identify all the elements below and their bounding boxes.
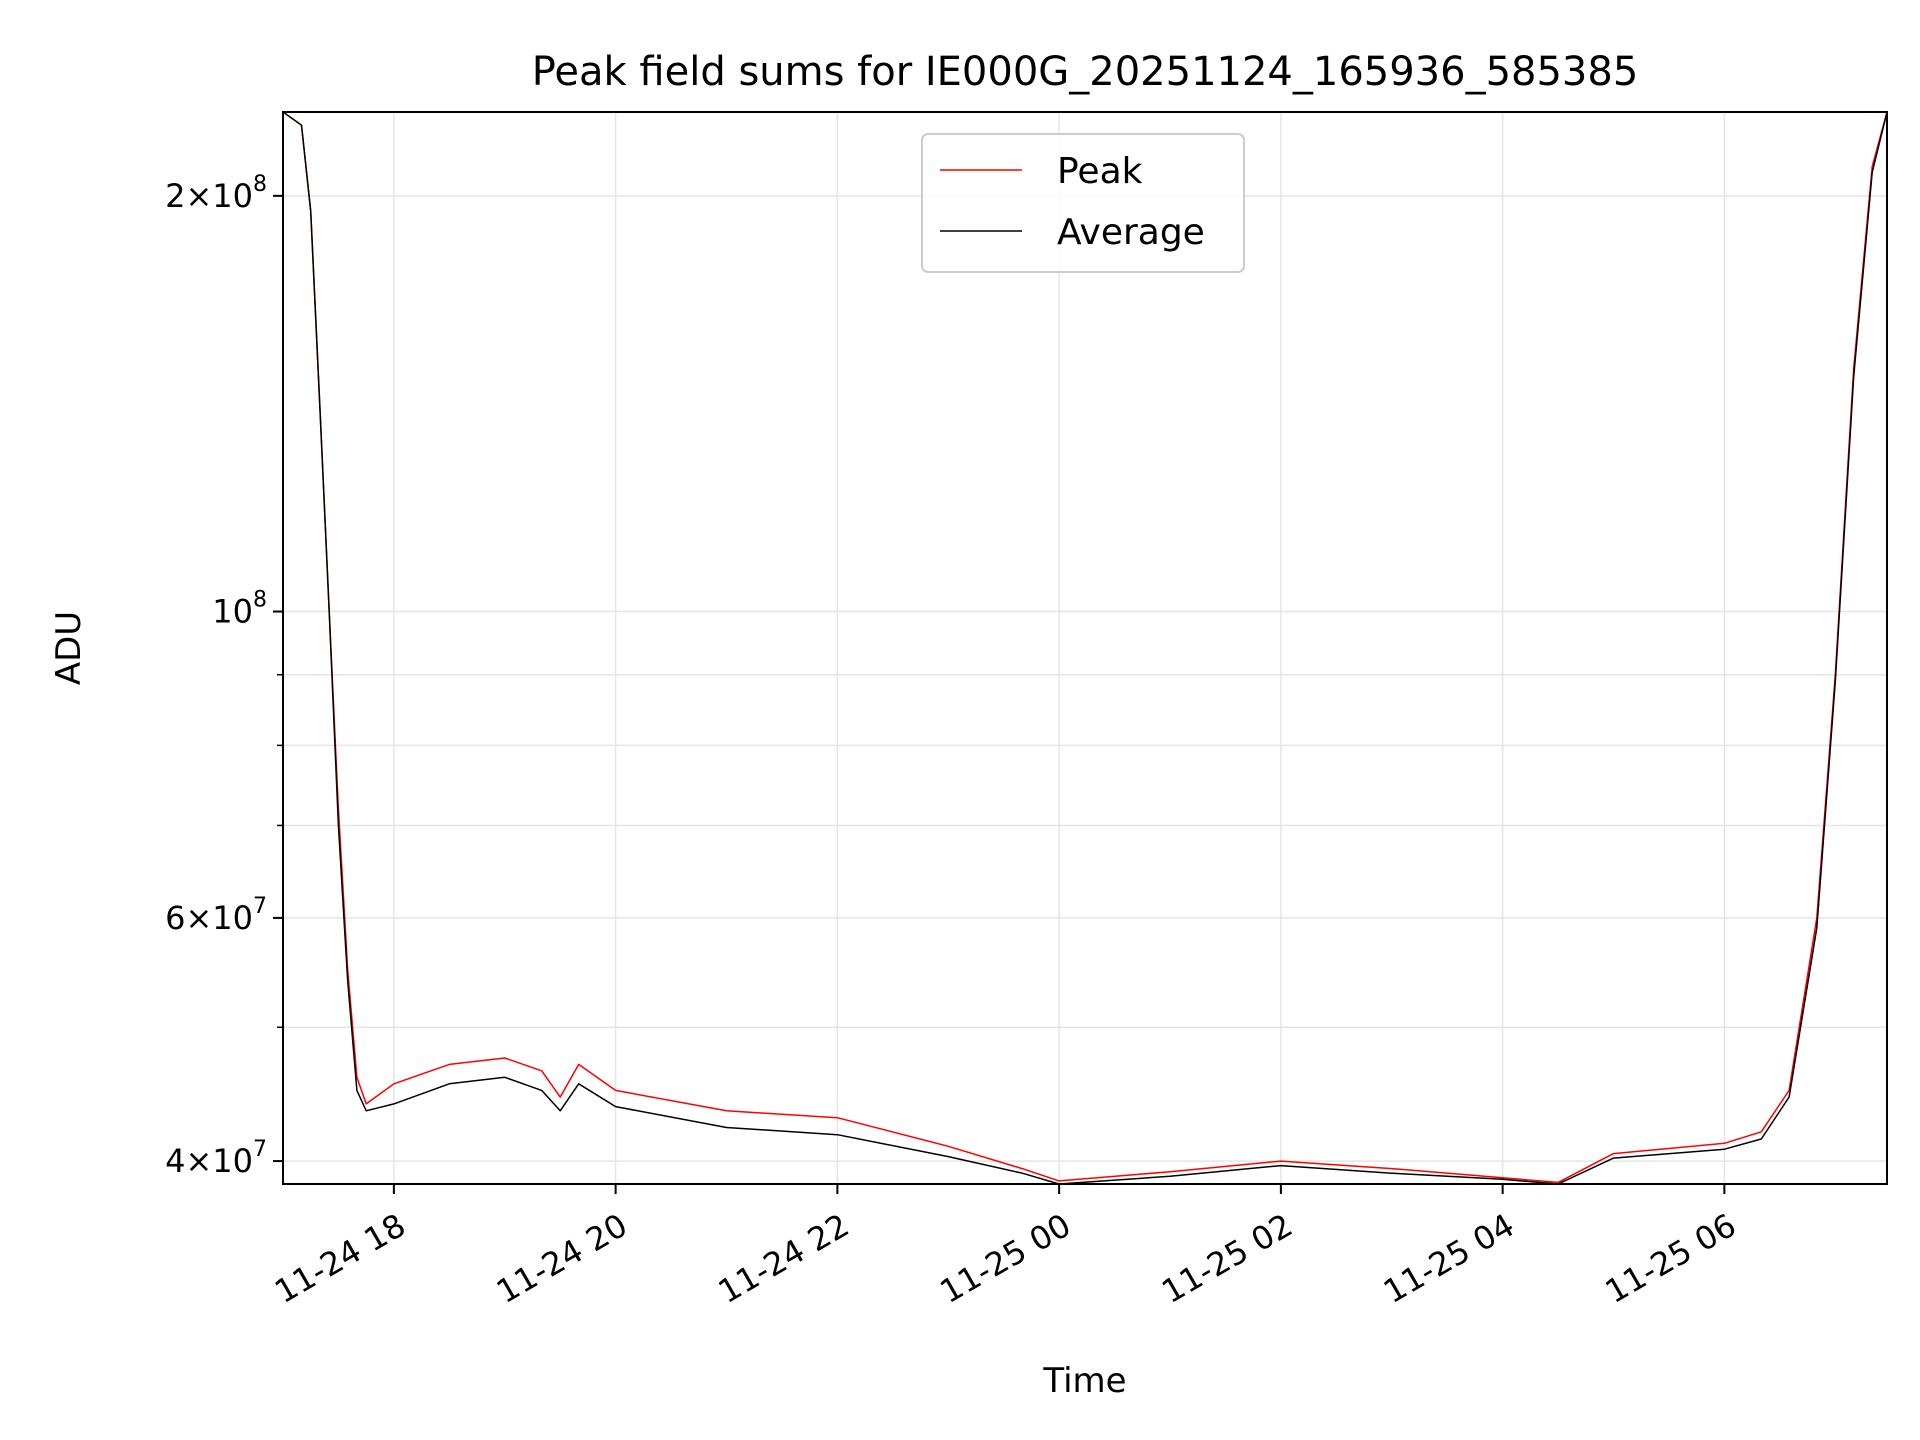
plot-frame [282, 111, 1888, 1185]
y-tick-label: 4×107 [165, 1137, 267, 1180]
legend-label-peak: Peak [1057, 151, 1143, 192]
series-layer [283, 112, 1887, 1184]
legend: Peak Average [921, 133, 1245, 273]
x-axis-label: Time [1042, 1361, 1126, 1401]
legend-box [921, 133, 1245, 273]
series-line-average [283, 112, 1887, 1184]
chart-title: Peak field sums for IE000G_20251124_1659… [532, 49, 1639, 95]
y-tick-label: 108 [212, 588, 267, 631]
series-line-peak [283, 112, 1887, 1184]
y-tick-label: 6×107 [165, 894, 267, 937]
legend-label-average: Average [1057, 212, 1205, 253]
y-axis: 4×107 6×107 108 2×108 [165, 172, 283, 1180]
y-tick-label: 2×108 [165, 172, 267, 215]
y-axis-label: ADU [49, 611, 89, 685]
